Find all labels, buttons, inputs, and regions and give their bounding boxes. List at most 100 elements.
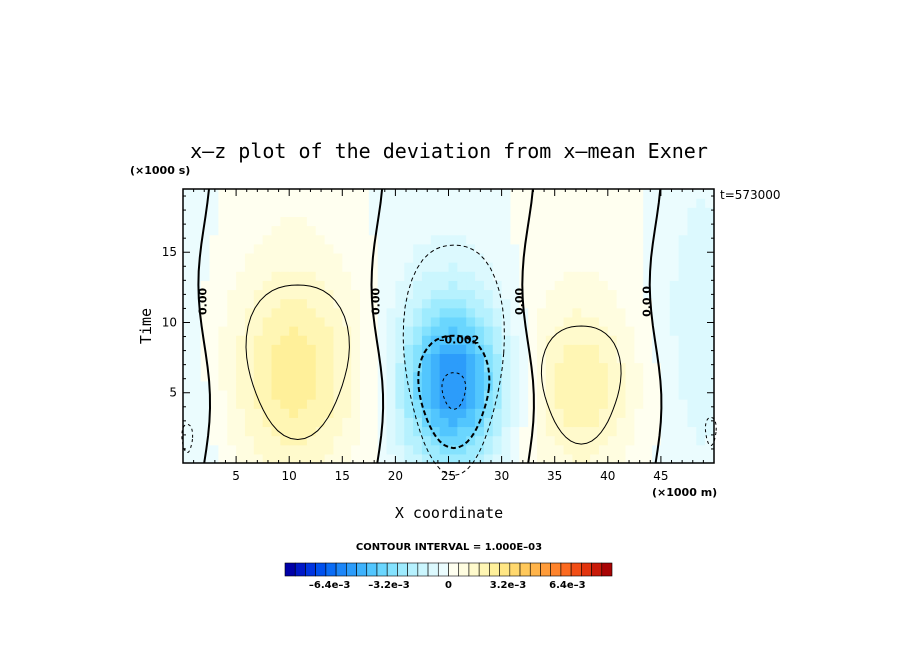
heatmap-cell (306, 271, 317, 281)
heatmap-cell (563, 453, 573, 464)
heatmap-cell (696, 399, 706, 409)
heatmap-cell (377, 252, 388, 263)
heatmap-cell (634, 298, 644, 309)
heatmap-cell (298, 444, 308, 455)
heatmap-cell (616, 225, 627, 236)
heatmap-cell (324, 207, 335, 217)
heatmap-cell (430, 243, 441, 254)
heatmap-cell (298, 252, 308, 263)
heatmap-cell (333, 289, 343, 300)
heatmap-cell (183, 353, 193, 364)
heatmap-cell (262, 280, 273, 291)
heatmap-cell (537, 389, 547, 400)
heatmap-cell (200, 435, 211, 446)
heatmap-cell (581, 225, 591, 236)
heatmap-cell (492, 307, 503, 318)
heatmap-cell (315, 426, 326, 437)
heatmap-cell (227, 189, 237, 199)
heatmap-cell (492, 362, 503, 373)
heatmap-cell (581, 453, 591, 464)
heatmap-cell (200, 225, 211, 236)
heatmap-cell (351, 243, 361, 254)
heatmap-cell (492, 335, 503, 345)
heatmap-cell (528, 225, 538, 236)
heatmap-cell (298, 426, 308, 437)
heatmap-cell (501, 316, 512, 327)
heatmap-cell (271, 234, 281, 245)
heatmap-cell (262, 335, 273, 345)
heatmap-cell (253, 207, 264, 217)
heatmap-cell (236, 435, 246, 446)
heatmap-cell (360, 271, 370, 281)
heatmap-cell (306, 399, 317, 409)
heatmap-cell (342, 280, 352, 291)
heatmap-cell (209, 380, 219, 391)
heatmap-cell (404, 435, 414, 446)
heatmap-cell (607, 453, 618, 464)
heatmap-cell (430, 289, 441, 300)
heatmap-cell (333, 252, 343, 263)
heatmap-cell (696, 243, 706, 254)
colorbar-swatch (284, 562, 296, 577)
heatmap-cell (386, 435, 396, 446)
heatmap-cell (660, 435, 671, 446)
heatmap-cell (678, 298, 689, 309)
heatmap-cell (696, 417, 706, 428)
heatmap-cell (554, 380, 565, 391)
heatmap-cell (191, 307, 202, 318)
heatmap-cell (678, 252, 689, 263)
heatmap-cell (386, 399, 396, 409)
heatmap-cell (643, 326, 653, 336)
heatmap-cell (262, 344, 273, 354)
heatmap-cell (528, 198, 538, 208)
heatmap-cell (236, 417, 246, 428)
heatmap-cell (262, 399, 273, 409)
heatmap-cell (448, 216, 458, 227)
heatmap-cell (528, 435, 538, 446)
heatmap-cell (625, 399, 635, 409)
heatmap-cell (200, 326, 211, 336)
heatmap-cell (280, 453, 290, 464)
heatmap-cell (315, 252, 326, 263)
heatmap-cell (678, 262, 689, 272)
heatmap-cell (483, 243, 494, 254)
colorbar-ticks: –6.4e–3 –3.2e–3 0 3.2e–3 6.4e–3 (309, 580, 586, 591)
heatmap-cell (492, 289, 503, 300)
heatmap-cell (191, 453, 202, 464)
heatmap-cell (572, 435, 582, 446)
heatmap-cell (298, 216, 308, 227)
heatmap-cell (271, 225, 281, 236)
heatmap-cell (687, 234, 697, 245)
heatmap-cell (590, 435, 600, 446)
heatmap-cell (590, 252, 600, 263)
heatmap-cell (342, 243, 352, 254)
heatmap-cell (439, 307, 450, 318)
heatmap-cell (209, 453, 219, 464)
heatmap-cell (457, 399, 467, 409)
heatmap-cell (669, 444, 680, 455)
heatmap-cell (262, 326, 273, 336)
heatmap-cell (590, 453, 600, 464)
heatmap-cell (554, 234, 565, 245)
heatmap-cell (590, 271, 600, 281)
heatmap-cell (590, 298, 600, 309)
heatmap-cell (351, 380, 361, 391)
heatmap-cell (590, 417, 600, 428)
heatmap-cell (395, 262, 405, 272)
heatmap-cell (351, 453, 361, 464)
heatmap-cell (191, 326, 202, 336)
heatmap-cell (244, 335, 255, 345)
heatmap-cell (643, 435, 653, 446)
heatmap-cell (643, 444, 653, 455)
heatmap-cell (625, 262, 635, 272)
heatmap-cell (342, 298, 352, 309)
heatmap-cell (510, 380, 520, 391)
heatmap-cell (554, 453, 565, 464)
heatmap-cell (501, 444, 512, 455)
heatmap-cell (678, 225, 689, 236)
heatmap-cell (607, 234, 618, 245)
heatmap-cell (351, 225, 361, 236)
heatmap-cell (607, 243, 618, 254)
heatmap-cell (324, 216, 335, 227)
heatmap-cell (475, 243, 485, 254)
